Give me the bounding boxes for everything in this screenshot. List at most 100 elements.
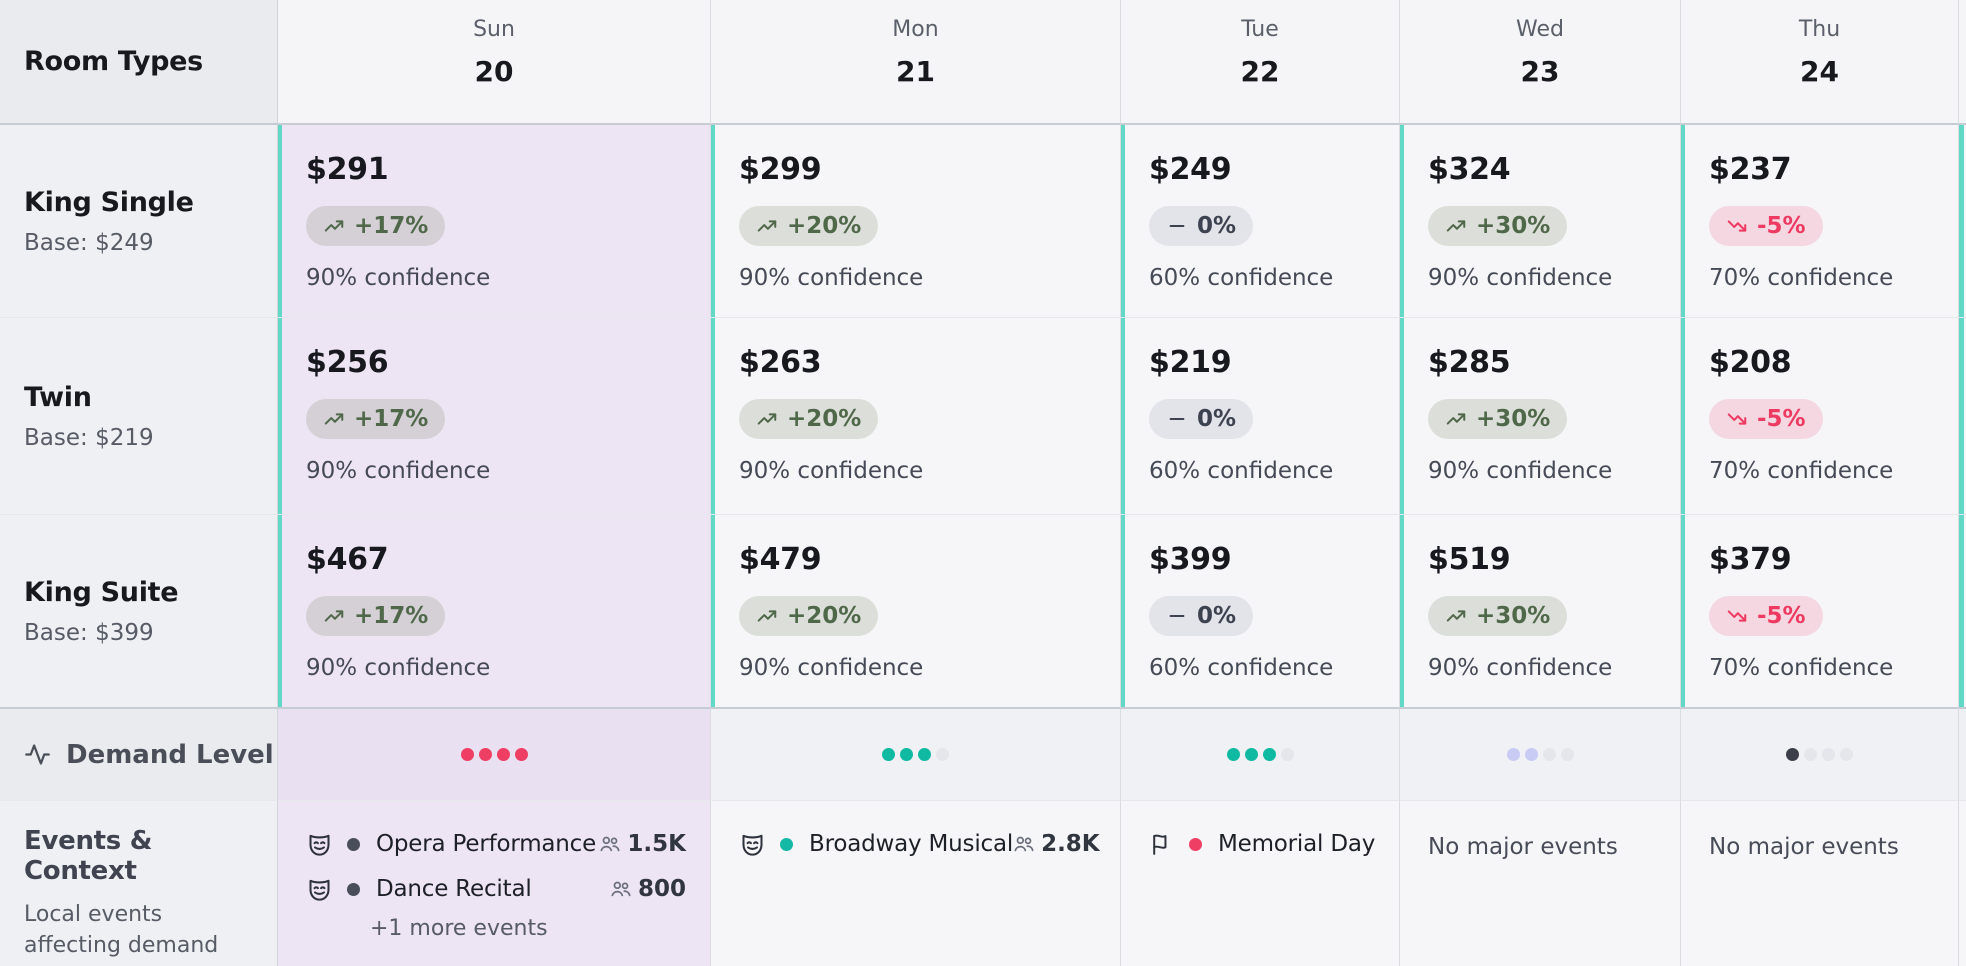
cell-king-single-tue[interactable]: $249 0% 60% confidence [1121,125,1400,318]
demand-dot-filled [1506,748,1520,761]
change-badge: -5% [1709,596,1823,636]
theater-mask-icon [742,834,763,856]
price: $263 [739,345,822,380]
room-base-price: Base: $399 [24,619,154,646]
confidence: 90% confidence [306,655,491,681]
corner-room-types: Room Types [0,0,278,125]
demand-level-text: Demand Level [66,739,274,770]
day-header-mon[interactable]: Mon 21 [711,0,1121,125]
users-icon [611,881,631,897]
change-value: 0% [1197,603,1237,629]
confidence: 90% confidence [739,265,924,291]
cell-king-suite-wed[interactable]: $519 +30% 90% confidence [1400,515,1681,709]
event-item[interactable]: Memorial Day [1149,826,1375,862]
event-item[interactable]: Broadway Musical 2.8K [739,826,1100,862]
event-item[interactable]: Opera Performance 1.5K [306,826,686,862]
attendance-value: 800 [637,876,686,902]
day-header-sun[interactable]: Sun 20 [278,0,711,125]
cell-king-suite-tue[interactable]: $399 0% 60% confidence [1121,515,1400,709]
change-badge: +20% [739,596,879,636]
events-subtitle: Local events affecting demand [24,902,219,959]
attendance-value: 1.5K [627,831,686,857]
day-header-tue[interactable]: Tue 22 [1121,0,1400,125]
cell-king-single-sun[interactable]: $291 +17% 90% confidence [278,125,711,318]
demand-dot-filled [1244,748,1258,761]
demand-dot-empty [1804,748,1817,761]
demand-dot-filled [496,748,510,761]
confidence: 90% confidence [1428,265,1613,291]
more-events-link[interactable]: +1 more events [370,916,548,941]
confidence: 90% confidence [306,265,491,291]
event-dot [780,837,793,851]
change-value: +30% [1476,603,1551,629]
change-value: 0% [1197,406,1237,432]
demand-dot-filled [514,748,528,761]
trending-down-icon [1727,220,1747,232]
confidence: 60% confidence [1149,265,1334,291]
day-name: Sun [473,17,515,42]
next-column-sliver [1959,709,1966,801]
trending-up-icon [757,610,777,622]
event-item[interactable]: Dance Recital 800 [306,871,686,907]
event-name: Dance Recital [376,876,532,902]
price: $299 [739,152,822,187]
change-value: +17% [354,406,429,432]
day-name: Tue [1241,17,1279,42]
price: $291 [306,152,389,187]
room-label-king-single: King Single Base: $249 [0,125,278,318]
change-badge: -5% [1709,399,1823,439]
day-name: Mon [892,17,939,42]
change-value: -5% [1757,406,1806,432]
cell-king-single-mon[interactable]: $299 +20% 90% confidence [711,125,1121,318]
change-badge: 0% [1149,596,1254,636]
cell-king-single-wed[interactable]: $324 +30% 90% confidence [1400,125,1681,318]
confidence: 90% confidence [1428,458,1613,484]
demand-dot-filled [900,748,913,761]
demand-dot-empty [1840,748,1853,761]
attendance-value: 2.8K [1041,831,1100,857]
change-value: +30% [1476,213,1551,239]
trending-up-icon [1446,610,1466,622]
change-badge: +17% [306,206,446,246]
price: $467 [306,542,389,577]
users-icon [1014,836,1034,852]
day-number: 24 [1800,55,1839,88]
cell-king-suite-mon[interactable]: $479 +20% 90% confidence [711,515,1121,709]
cell-twin-sun[interactable]: $256 +17% 90% confidence [278,318,711,515]
demand-dot-filled [918,748,931,761]
demand-dot-filled [1226,748,1240,761]
change-value: -5% [1757,213,1806,239]
change-value: +30% [1476,406,1551,432]
demand-dot-filled [1524,748,1538,761]
users-icon [600,836,620,852]
day-header-thu[interactable]: Thu 24 [1681,0,1959,125]
cell-twin-mon[interactable]: $263 +20% 90% confidence [711,318,1121,515]
cell-king-suite-sun[interactable]: $467 +17% 90% confidence [278,515,711,709]
minus-icon [1169,417,1185,421]
confidence: 90% confidence [306,458,491,484]
cell-king-single-thu[interactable]: $237 -5% 70% confidence [1681,125,1959,318]
cell-twin-tue[interactable]: $219 0% 60% confidence [1121,318,1400,515]
room-label-twin: Twin Base: $219 [0,318,278,515]
cell-twin-thu[interactable]: $208 -5% 70% confidence [1681,318,1959,515]
confidence: 90% confidence [739,458,924,484]
demand-dot-filled [1786,748,1799,761]
event-dot [1189,837,1202,851]
change-badge: +30% [1428,399,1568,439]
change-value: +17% [354,603,429,629]
theater-mask-icon [309,834,330,856]
next-column-sliver [1959,318,1966,515]
day-name: Wed [1516,17,1564,42]
price: $256 [306,345,389,380]
price: $519 [1428,542,1511,577]
cell-king-suite-thu[interactable]: $379 -5% 70% confidence [1681,515,1959,709]
price: $219 [1149,345,1232,380]
next-column-sliver [1959,515,1966,709]
demand-cell-tue [1121,709,1400,801]
events-title: Events & Context [24,826,153,886]
change-badge: +20% [739,399,879,439]
day-header-wed[interactable]: Wed 23 [1400,0,1681,125]
cell-twin-wed[interactable]: $285 +30% 90% confidence [1400,318,1681,515]
event-name: Broadway Musical [809,831,1014,857]
price: $285 [1428,345,1511,380]
